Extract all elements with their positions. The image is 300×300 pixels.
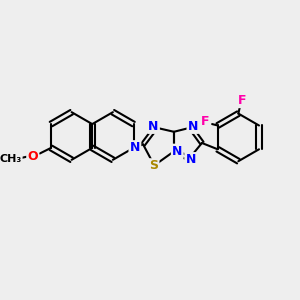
Text: O: O [28,150,38,163]
Text: N: N [130,141,140,154]
Text: F: F [201,115,209,128]
Text: N: N [188,120,198,133]
Text: S: S [149,160,158,172]
Text: N: N [185,153,196,166]
Text: N: N [148,120,159,133]
Text: CH₃: CH₃ [0,154,22,164]
Text: N: N [172,145,182,158]
Text: F: F [238,94,247,107]
